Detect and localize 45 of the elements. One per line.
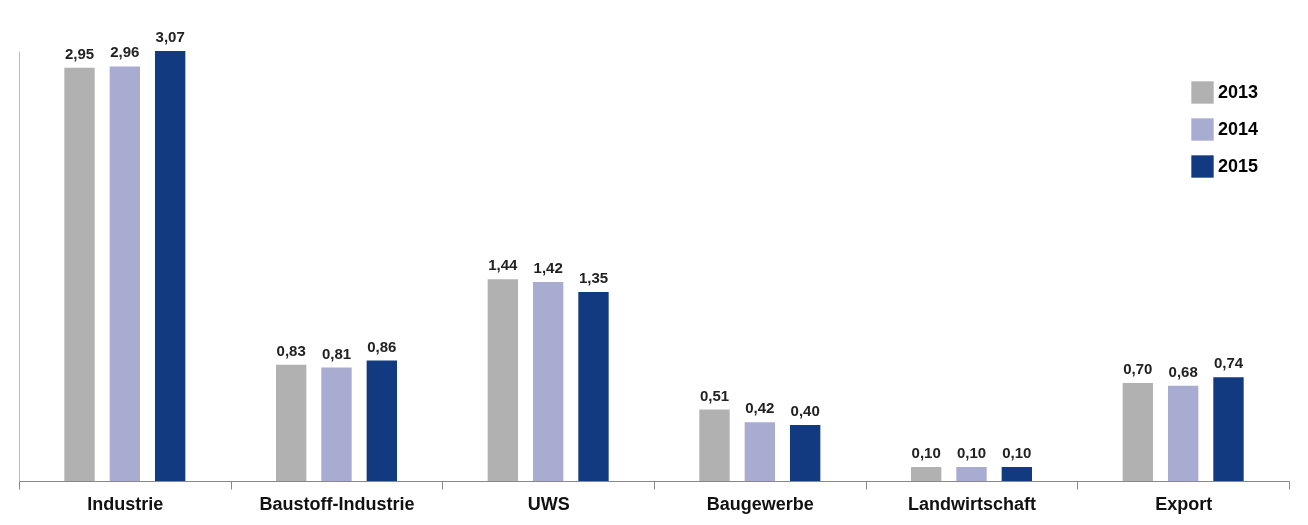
- x-tick-label: UWS: [527, 493, 570, 514]
- data-label: 0,81: [321, 344, 352, 362]
- bar: [910, 466, 942, 481]
- legend-label: 2015: [1218, 155, 1259, 176]
- bar: [366, 360, 398, 481]
- bar: [789, 424, 821, 481]
- legend-label: 2013: [1218, 81, 1259, 102]
- data-label: 3,07: [155, 28, 185, 45]
- x-tick-label: Landwirtschaft: [907, 493, 1037, 514]
- data-label: 2,95: [64, 44, 95, 62]
- bar: [321, 367, 352, 481]
- bar: [154, 51, 186, 481]
- bar: [64, 67, 95, 481]
- bar: [699, 409, 730, 481]
- data-label: 0,86: [367, 337, 397, 355]
- x-tick-label: Baugewerbe: [706, 493, 814, 514]
- x-tick-label: Export: [1155, 493, 1213, 514]
- bar: [1213, 377, 1244, 481]
- bar: [109, 66, 141, 481]
- data-label: 0,51: [699, 386, 730, 404]
- data-label: 0,83: [276, 341, 306, 359]
- bar: [578, 291, 609, 481]
- data-label: 1,42: [533, 259, 563, 277]
- data-label: 0,40: [790, 401, 820, 419]
- legend-label: 2014: [1218, 118, 1259, 139]
- data-label: 0,10: [1002, 443, 1032, 461]
- x-tick-label: Baustoff-Industrie: [259, 493, 415, 514]
- data-label: 0,74: [1213, 354, 1244, 372]
- bar: [487, 279, 519, 481]
- x-tick-label: Industrie: [87, 493, 164, 514]
- data-label: 0,10: [956, 443, 987, 461]
- bar: [1167, 385, 1199, 481]
- bar: [956, 466, 987, 481]
- data-label: 0,70: [1123, 359, 1153, 377]
- bar: [275, 364, 307, 481]
- data-label: 1,44: [488, 256, 519, 274]
- bar: [744, 422, 776, 481]
- bar: [1122, 382, 1154, 481]
- data-label: 2,96: [110, 43, 140, 61]
- bar: [1001, 466, 1033, 481]
- data-label: 0,42: [745, 399, 775, 417]
- bar: [532, 282, 564, 481]
- data-label: 0,10: [911, 443, 941, 461]
- data-label: 0,68: [1168, 362, 1198, 380]
- data-label: 1,35: [578, 268, 609, 286]
